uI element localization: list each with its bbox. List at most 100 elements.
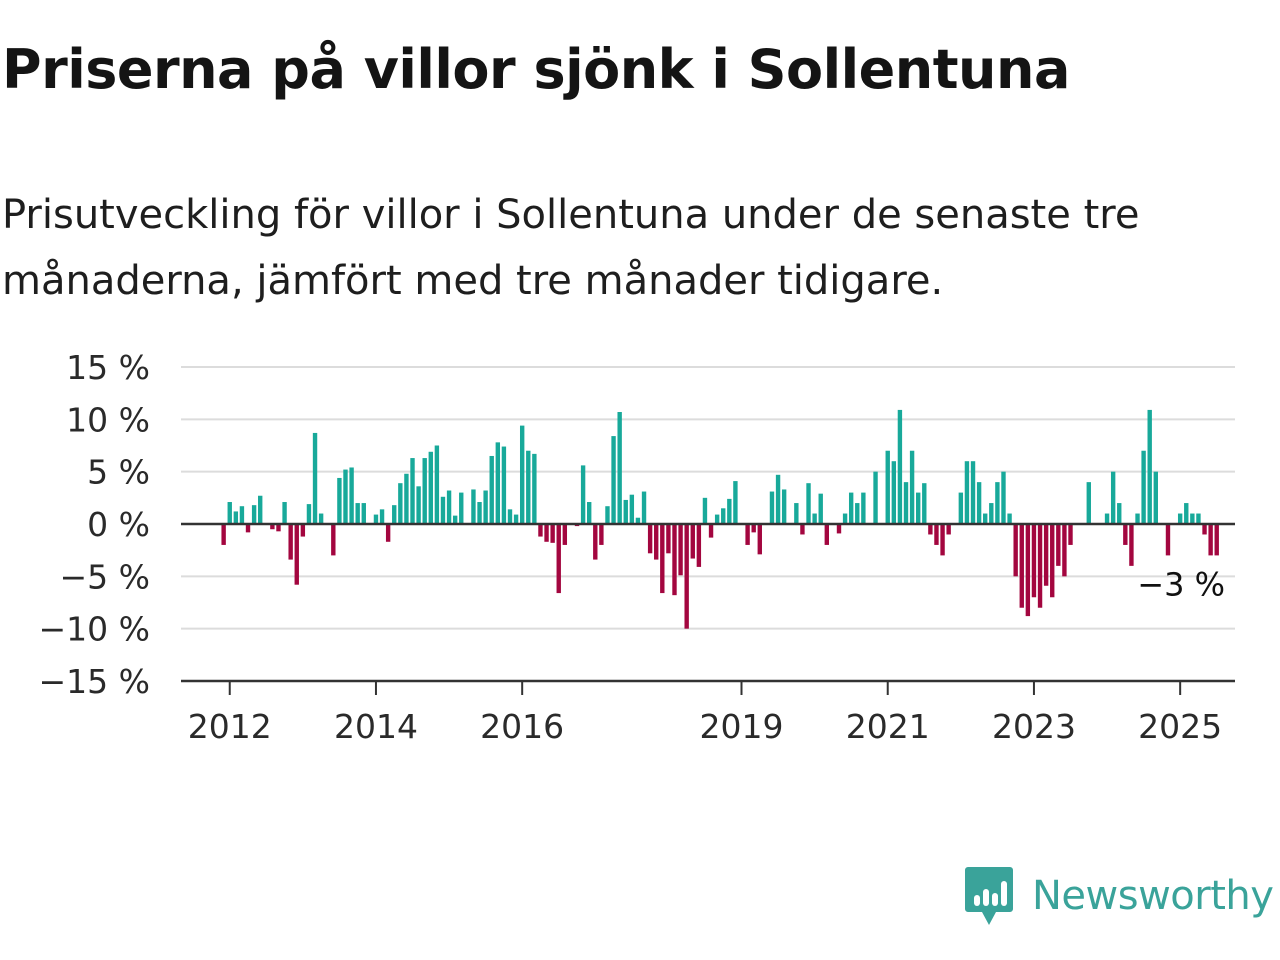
bar xyxy=(538,524,543,537)
bar xyxy=(1123,524,1128,545)
bar xyxy=(733,481,738,524)
grid-lines xyxy=(181,366,1235,630)
bar xyxy=(660,524,665,594)
bar xyxy=(416,486,421,524)
y-tick-label: −15 % xyxy=(39,662,151,701)
bar xyxy=(477,502,482,524)
bar xyxy=(623,499,628,524)
axes xyxy=(181,522,1235,695)
bar xyxy=(446,490,452,524)
bar xyxy=(885,450,890,524)
bar xyxy=(1050,524,1055,598)
bar xyxy=(337,477,342,524)
bar xyxy=(873,471,878,524)
bar xyxy=(916,492,921,524)
y-tick-label: 5 % xyxy=(87,453,150,492)
bar xyxy=(958,492,964,524)
y-tick-label: −5 % xyxy=(60,557,151,596)
bar xyxy=(666,524,671,554)
bar xyxy=(550,524,555,543)
bar xyxy=(1153,471,1158,524)
bar xyxy=(605,506,610,524)
bar xyxy=(1196,513,1201,524)
chart-title: Priserna på villor sjönk i Sollentuna xyxy=(2,38,1070,101)
bar xyxy=(1056,524,1061,566)
bar xyxy=(379,509,385,524)
bar xyxy=(1007,513,1012,524)
bar xyxy=(599,524,604,545)
bar xyxy=(562,524,568,545)
bar xyxy=(714,514,720,524)
brand-logo: Newsworthy xyxy=(964,864,1274,928)
bar xyxy=(708,524,714,538)
bar xyxy=(526,450,531,524)
bar xyxy=(270,524,275,530)
last-value-label: −3 % xyxy=(1137,565,1225,603)
y-tick-label: 10 % xyxy=(66,400,150,439)
bar xyxy=(800,524,805,535)
bar xyxy=(331,524,336,556)
bars xyxy=(221,409,1219,629)
bar xyxy=(983,513,988,524)
bar xyxy=(1208,524,1213,556)
bar xyxy=(818,493,823,524)
bar xyxy=(276,524,281,532)
bar xyxy=(641,491,647,524)
bar xyxy=(654,524,659,560)
bar xyxy=(587,502,592,524)
x-tick-label: 2021 xyxy=(846,707,930,746)
bar xyxy=(1031,524,1037,598)
bar xyxy=(1177,513,1183,524)
bar xyxy=(775,474,781,524)
bar xyxy=(824,524,829,545)
bar xyxy=(745,524,750,545)
bar xyxy=(989,503,994,524)
bar xyxy=(1147,409,1152,524)
bar xyxy=(556,524,561,594)
bar xyxy=(312,432,318,524)
bar xyxy=(1117,503,1122,524)
bar xyxy=(684,524,689,629)
bar xyxy=(1013,524,1018,577)
tick-labels: 15 % 10 % 5 % 0 % −5 % −10 % −15 % 2012 2014 2016… xyxy=(39,348,1226,746)
bar xyxy=(1025,524,1031,617)
x-tick-label: 2019 xyxy=(700,707,784,746)
bar xyxy=(239,506,245,524)
bar xyxy=(861,492,866,524)
bar xyxy=(672,524,677,596)
bar xyxy=(1001,471,1006,524)
bar xyxy=(1202,524,1207,535)
bar xyxy=(349,467,354,524)
newsworthy-logo-icon xyxy=(965,867,1013,925)
y-tick-label: −10 % xyxy=(39,610,151,649)
bar xyxy=(1068,524,1073,545)
bar xyxy=(1135,513,1140,524)
bar xyxy=(721,508,726,524)
bar xyxy=(690,524,695,559)
bar xyxy=(781,489,787,524)
bar xyxy=(428,451,433,524)
bar xyxy=(385,524,391,542)
bar xyxy=(593,524,598,560)
brand-name: Newsworthy xyxy=(1032,873,1274,919)
chart-subtitle: Prisutveckling för villor i Sollentuna u… xyxy=(2,192,1140,304)
bar xyxy=(1043,524,1049,586)
bar xyxy=(976,482,982,524)
bar xyxy=(489,455,494,524)
bar xyxy=(903,482,909,524)
bar xyxy=(727,498,732,524)
bar xyxy=(848,492,854,524)
bar xyxy=(398,483,403,524)
bar xyxy=(373,514,379,524)
bar xyxy=(440,496,446,524)
bar xyxy=(934,524,939,545)
bar xyxy=(842,513,848,524)
bar xyxy=(928,524,933,535)
bar xyxy=(635,517,641,524)
bar xyxy=(1104,513,1110,524)
bar xyxy=(452,515,458,524)
bar xyxy=(836,524,842,534)
bar xyxy=(1165,524,1171,556)
bar xyxy=(757,524,762,555)
